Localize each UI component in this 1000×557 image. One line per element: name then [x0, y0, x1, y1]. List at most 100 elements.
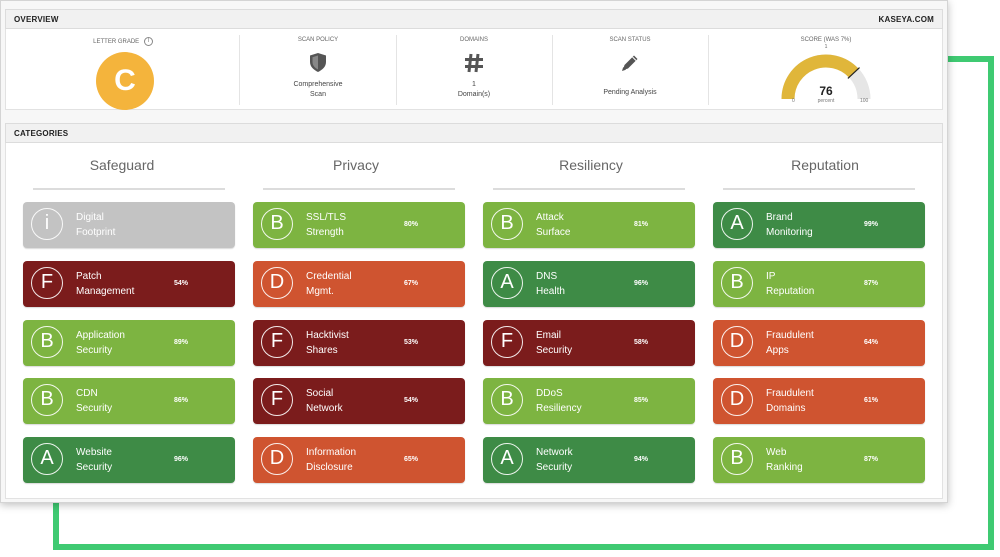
category-percent: 54%	[174, 280, 189, 287]
grade-badge: B	[261, 208, 293, 240]
category-name-line2: Network	[306, 403, 343, 414]
score-gauge	[781, 54, 871, 100]
overview-title: OVERVIEW	[14, 15, 59, 24]
column-divider	[263, 188, 455, 190]
divider	[552, 35, 553, 105]
category-name-line1: Attack	[536, 212, 564, 223]
letter-grade-section: LETTER GRADE i C	[6, 29, 240, 110]
score-gauge-fill	[781, 54, 859, 100]
category-name: Application Security	[76, 328, 125, 358]
category-percent: 81%	[634, 221, 649, 228]
category-name-line2: Management	[76, 286, 135, 297]
category-name-line1: Fraudulent	[766, 330, 814, 341]
score-min: 0	[792, 98, 795, 104]
column-title-safeguard: Safeguard	[89, 157, 155, 173]
grade-badge: B	[721, 267, 753, 299]
category-name-line2: Monitoring	[766, 227, 813, 238]
category-name: SSL/TLS Strength	[306, 210, 346, 240]
score-label: SCORE (WAS 7%)	[800, 37, 852, 43]
grade-badge: B	[721, 443, 753, 475]
category-name-line1: Fraudulent	[766, 388, 814, 399]
column-title-reputation: Reputation	[791, 157, 859, 173]
category-percent: 53%	[404, 339, 419, 346]
category-tile[interactable]: i Digital Footprint	[23, 202, 235, 248]
category-name: Email Security	[536, 328, 572, 358]
category-name: Social Network	[306, 386, 343, 416]
category-name: Credential Mgmt.	[306, 269, 352, 299]
category-name: CDN Security	[76, 386, 112, 416]
category-tile[interactable]: A Network Security 94%	[483, 437, 695, 483]
score-max: 100	[860, 98, 869, 104]
category-tile[interactable]: B SSL/TLS Strength 80%	[253, 202, 465, 248]
grade-badge: A	[491, 443, 523, 475]
category-name-line2: Domains	[766, 403, 806, 414]
category-percent: 80%	[404, 221, 419, 228]
category-name-line1: Web	[766, 447, 787, 458]
category-name: Network Security	[536, 445, 573, 475]
category-tile[interactable]: F Patch Management 54%	[23, 261, 235, 307]
category-tile[interactable]: B Web Ranking 87%	[713, 437, 925, 483]
category-percent: 85%	[634, 397, 649, 404]
category-tile[interactable]: B Attack Surface 81%	[483, 202, 695, 248]
category-name-line2: Security	[76, 403, 113, 414]
category-name: Website Security	[76, 445, 112, 475]
grade-badge: D	[721, 326, 753, 358]
grade-badge: D	[261, 443, 293, 475]
score-gauge-needle	[847, 67, 860, 79]
info-icon[interactable]: i	[143, 37, 153, 46]
category-tile[interactable]: F Email Security 58%	[483, 320, 695, 366]
category-tile[interactable]: B Application Security 89%	[23, 320, 235, 366]
category-name: Brand Monitoring	[766, 210, 813, 240]
category-tile[interactable]: D Fraudulent Domains 61%	[713, 378, 925, 424]
report-window: OVERVIEW KASEYA.COM LETTER GRADE i C SCA…	[0, 0, 948, 503]
grade-badge: B	[491, 384, 523, 416]
category-name-line2: Apps	[766, 345, 789, 356]
category-name-line2: Shares	[306, 345, 338, 356]
category-name-line1: DNS	[536, 271, 558, 282]
scan-status-label: SCAN STATUS	[609, 37, 651, 43]
category-percent: 67%	[404, 280, 419, 287]
category-tile[interactable]: D Information Disclosure 65%	[253, 437, 465, 483]
category-tile[interactable]: A Website Security 96%	[23, 437, 235, 483]
category-percent: 96%	[634, 280, 649, 287]
category-name-line1: Application	[76, 330, 125, 341]
brand-label: KASEYA.COM	[878, 15, 934, 24]
category-name-line1: Brand	[766, 212, 793, 223]
category-name-line1: CDN	[76, 388, 98, 399]
category-tile[interactable]: D Fraudulent Apps 64%	[713, 320, 925, 366]
category-percent: 87%	[864, 456, 879, 463]
category-name-line1: DDoS	[536, 388, 563, 399]
category-name: IP Reputation	[766, 269, 814, 299]
category-tile[interactable]: B CDN Security 86%	[23, 378, 235, 424]
category-name: DDoS Resiliency	[536, 386, 582, 416]
grade-badge: F	[31, 267, 63, 299]
category-name-line2: Footprint	[76, 227, 116, 238]
categories-title: CATEGORIES	[14, 129, 69, 138]
category-name-line1: Social	[306, 388, 334, 399]
category-tile[interactable]: B DDoS Resiliency 85%	[483, 378, 695, 424]
domains-unit: Domain(s)	[457, 91, 491, 98]
divider	[239, 35, 240, 105]
grade-badge: i	[31, 208, 63, 240]
category-name: Digital Footprint	[76, 210, 115, 240]
category-tile[interactable]: B IP Reputation 87%	[713, 261, 925, 307]
category-percent: 65%	[404, 456, 419, 463]
category-tile[interactable]: F Hacktivist Shares 53%	[253, 320, 465, 366]
category-name-line1: SSL/TLS	[306, 212, 347, 223]
score-value: 76	[819, 84, 833, 98]
column-divider	[493, 188, 685, 190]
category-name-line1: IP	[766, 271, 776, 282]
category-name-line2: Mgmt.	[306, 286, 334, 297]
category-tile[interactable]: F Social Network 54%	[253, 378, 465, 424]
grade-badge: B	[31, 326, 63, 358]
category-name: Fraudulent Apps	[766, 328, 814, 358]
column-title-resiliency: Resiliency	[559, 157, 623, 173]
column-divider	[723, 188, 915, 190]
category-tile[interactable]: D Credential Mgmt. 67%	[253, 261, 465, 307]
category-tile[interactable]: A Brand Monitoring 99%	[713, 202, 925, 248]
scan-status-value: Pending Analysis	[603, 89, 657, 96]
category-name-line2: Health	[536, 286, 565, 297]
score-section: SCORE (WAS 7%) 1 76 percent 0 100	[708, 29, 944, 110]
category-tile[interactable]: A DNS Health 96%	[483, 261, 695, 307]
shield-icon	[240, 53, 396, 77]
